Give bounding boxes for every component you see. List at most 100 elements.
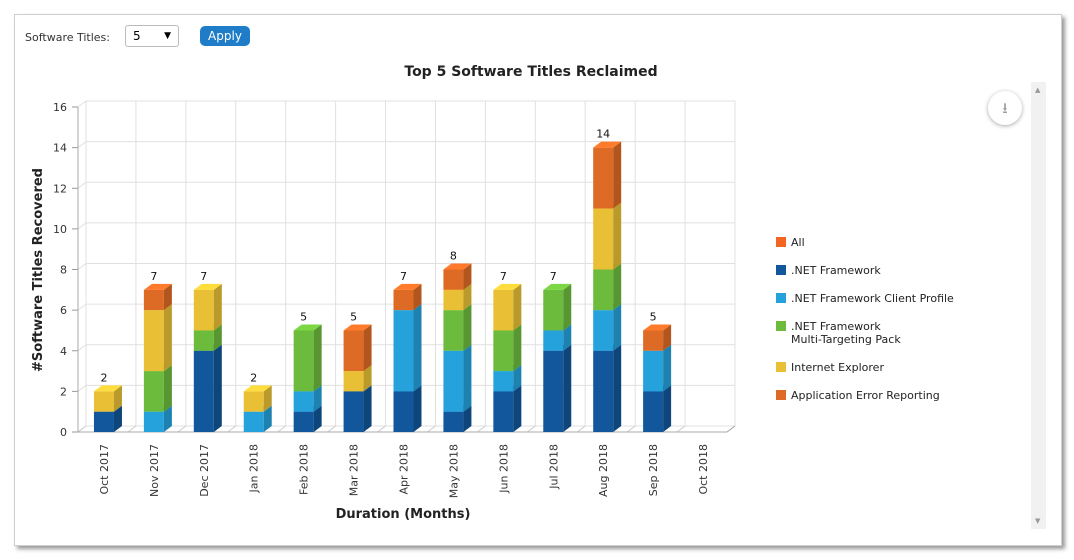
data-label: 2 <box>250 371 257 384</box>
bar-segment-top <box>143 283 172 290</box>
scroll-down-icon[interactable]: ▼ <box>1035 517 1041 525</box>
bar-segment <box>343 371 364 392</box>
y-tick-label: 2 <box>60 385 67 398</box>
bar-segment-side <box>613 263 622 311</box>
selected-value: 5 <box>133 29 141 43</box>
legend-swatch <box>776 265 786 275</box>
x-tick-label: Jan 2018 <box>248 444 261 493</box>
bar-segment-side <box>613 344 622 432</box>
bar-segment <box>393 310 414 392</box>
gridline <box>77 344 87 352</box>
x-tick-label: Aug 2018 <box>597 444 610 497</box>
legend-label: .NET Framework Client Profile <box>791 292 954 305</box>
floor-line <box>177 425 187 433</box>
gridline <box>77 181 87 189</box>
x-tick-label: Mar 2018 <box>348 444 361 496</box>
floor-line <box>626 425 636 433</box>
floor-line <box>277 425 286 433</box>
data-label: 5 <box>300 310 307 323</box>
bar-segment-side <box>213 344 222 432</box>
bar-segment-top <box>293 324 322 331</box>
chart-panel <box>14 14 1062 546</box>
bar-segment <box>493 289 514 331</box>
bar-segment <box>293 391 314 412</box>
x-tick-label: Nov 2017 <box>148 444 161 497</box>
bar-segment <box>543 330 564 351</box>
floor-line <box>576 425 586 433</box>
floor-line <box>477 425 486 433</box>
software-titles-select[interactable]: 5 ▼ <box>125 25 179 47</box>
legend-label: Multi-Targeting Pack <box>791 333 901 346</box>
bar-segment-side <box>163 405 172 432</box>
floor-line <box>77 425 87 433</box>
apply-button[interactable]: Apply <box>200 26 250 46</box>
data-label: 5 <box>650 310 657 323</box>
y-tick-label: 0 <box>60 426 67 439</box>
legend-swatch <box>776 237 786 247</box>
bar-segment <box>293 330 314 392</box>
legend-swatch <box>776 293 786 303</box>
bar-segment <box>243 391 264 412</box>
floor-line <box>127 425 137 433</box>
bar-segment-top <box>193 283 222 290</box>
bar-segment <box>343 391 364 432</box>
legend-swatch <box>776 362 786 372</box>
chart-title: Top 5 Software Titles Reclaimed <box>404 64 657 80</box>
bar-segment-side <box>313 324 322 392</box>
x-tick-label: Jul 2018 <box>547 444 560 490</box>
bar-segment-top <box>343 324 372 331</box>
scroll-up-icon[interactable]: ▲ <box>1035 86 1041 94</box>
gridline <box>77 303 87 311</box>
data-label: 2 <box>100 371 107 384</box>
x-tick-label: Dec 2017 <box>198 444 211 497</box>
bar-segment <box>143 371 164 412</box>
data-label: 7 <box>200 270 207 283</box>
bar-segment-side <box>413 385 422 432</box>
bar-segment-top <box>393 283 422 290</box>
bar-segment-side <box>563 344 572 432</box>
bar-segment <box>643 330 664 351</box>
x-tick-label: Feb 2018 <box>298 444 311 495</box>
gridline <box>77 100 87 108</box>
bar-segment-side <box>113 405 122 432</box>
bar-segment-side <box>363 365 372 392</box>
gridline <box>77 263 87 270</box>
bar-segment-top <box>493 283 522 290</box>
bar-segment-top <box>243 385 272 392</box>
floor-line <box>676 425 686 433</box>
bar-segment <box>193 350 214 432</box>
y-tick-label: 4 <box>60 345 67 358</box>
download-button[interactable]: ⭳ <box>988 91 1022 125</box>
bar-segment-side <box>513 324 522 372</box>
bar-segment <box>443 310 464 351</box>
caret-down-icon: ▼ <box>164 31 171 41</box>
bar-segment <box>493 391 514 432</box>
data-label: 7 <box>400 270 407 283</box>
scrollbar[interactable]: ▲ ▼ <box>1031 82 1046 529</box>
y-tick-label: 6 <box>60 304 67 317</box>
gridline <box>77 384 87 392</box>
legend-label: Internet Explorer <box>791 361 884 374</box>
bar-segment <box>193 289 214 331</box>
x-tick-label: May 2018 <box>447 444 460 498</box>
y-axis-label: #Software Titles Recovered <box>31 168 46 372</box>
data-label: 7 <box>500 270 507 283</box>
bar-segment <box>543 350 564 432</box>
bar-segment-side <box>663 385 672 432</box>
software-titles-label: Software Titles: <box>25 31 110 44</box>
x-tick-label: Oct 2017 <box>98 444 111 495</box>
bar-segment-side <box>513 283 522 331</box>
data-label: 7 <box>150 270 157 283</box>
bar-segment-side <box>363 385 372 432</box>
data-label: 8 <box>450 250 457 263</box>
bar-segment-side <box>463 304 472 351</box>
bar-segment <box>93 391 114 412</box>
bar-segment-side <box>163 283 172 311</box>
bar-segment-side <box>413 283 422 311</box>
bar-segment-side <box>463 344 472 412</box>
bar-segment <box>393 289 414 311</box>
bar-segment-side <box>263 405 272 432</box>
bar-segment-side <box>313 385 322 412</box>
bar-segment-side <box>213 324 222 351</box>
y-tick-label: 16 <box>53 101 67 114</box>
